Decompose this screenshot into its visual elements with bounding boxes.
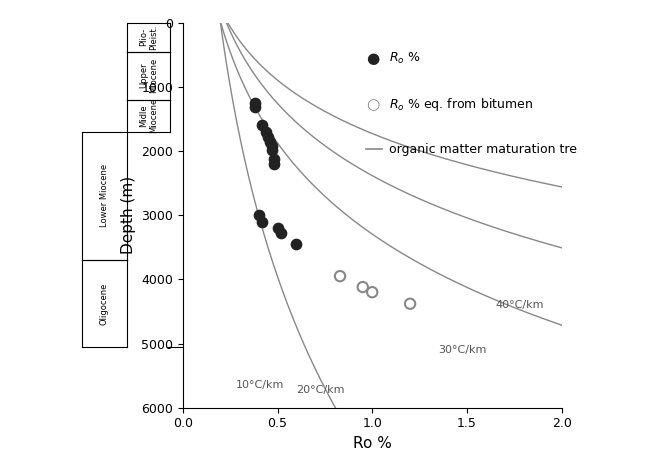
Point — [335, 273, 345, 280]
Point — [276, 230, 287, 237]
Point — [253, 212, 264, 219]
Point — [257, 218, 268, 225]
Point — [261, 128, 272, 135]
Text: Oligocene: Oligocene — [100, 282, 109, 325]
Point — [405, 300, 415, 308]
X-axis label: Ro %: Ro % — [353, 436, 392, 451]
Text: Lower Miocene: Lower Miocene — [100, 164, 109, 227]
Text: $R_o$ % eq. from bitumen: $R_o$ % eq. from bitumen — [389, 96, 533, 113]
Point — [249, 99, 260, 106]
Point — [266, 142, 277, 149]
Y-axis label: Depth (m): Depth (m) — [121, 176, 136, 254]
Point — [291, 241, 302, 248]
Point — [266, 147, 277, 154]
Point — [358, 284, 368, 291]
Text: Upper
Miocene: Upper Miocene — [139, 58, 158, 93]
Point — [272, 224, 283, 231]
Text: 20°C/km: 20°C/km — [296, 385, 345, 395]
Text: Plio-
Pleist.: Plio- Pleist. — [139, 24, 158, 50]
Text: 10°C/km: 10°C/km — [236, 380, 284, 390]
Text: 30°C/km: 30°C/km — [439, 345, 487, 355]
Point — [257, 122, 268, 129]
Text: 40°C/km: 40°C/km — [495, 300, 544, 310]
Point — [268, 156, 279, 163]
Text: ●: ● — [366, 51, 379, 67]
Text: Midle
Miocene: Midle Miocene — [139, 98, 158, 133]
Point — [367, 289, 377, 296]
Point — [264, 139, 275, 146]
Point — [263, 133, 274, 140]
Text: $R_o$ %: $R_o$ % — [389, 51, 420, 67]
Text: ○: ○ — [366, 96, 379, 112]
Point — [268, 160, 279, 168]
Text: organic matter maturation tre: organic matter maturation tre — [389, 143, 577, 156]
Point — [249, 103, 260, 111]
